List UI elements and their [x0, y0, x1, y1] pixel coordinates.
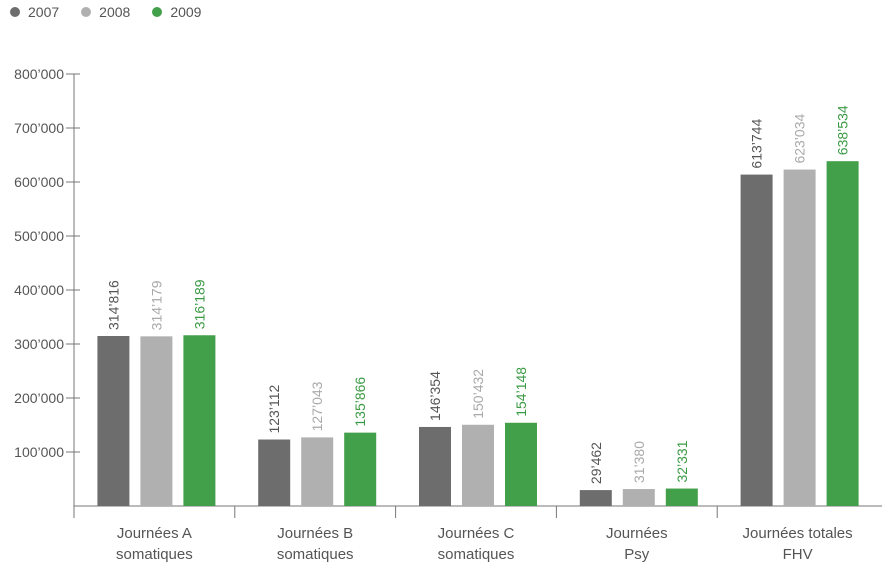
bar-value-label: 146’354	[427, 371, 443, 421]
bar-value-label: 29’462	[588, 442, 604, 484]
bar	[826, 161, 859, 506]
bar-value-label: 314’179	[148, 280, 164, 330]
x-category-label: Journées	[606, 525, 668, 542]
y-tick-label: 800’000	[14, 66, 64, 82]
x-category-label: somatiques	[116, 546, 193, 563]
bar	[462, 424, 494, 506]
bar	[622, 489, 655, 506]
bar	[579, 490, 612, 506]
y-tick-label: 500’000	[14, 228, 64, 244]
x-category-label: Journées B	[277, 525, 353, 542]
bar	[344, 432, 377, 506]
bar	[140, 336, 173, 506]
x-category-label: Journées totales	[743, 525, 853, 542]
y-tick-label: 400’000	[14, 282, 64, 298]
bar-value-label: 135’866	[352, 377, 368, 427]
x-category-label: Journées C	[438, 525, 515, 542]
legend-label-2008: 2008	[99, 4, 131, 20]
x-category-label: somatiques	[438, 546, 515, 563]
bar-value-label: 127’043	[309, 381, 325, 431]
bar-value-label: 31’380	[631, 441, 647, 483]
bar	[665, 488, 698, 506]
legend-label-2007: 2007	[28, 4, 60, 20]
legend-item-2007: 2007	[10, 4, 59, 20]
bar-value-label: 638’534	[835, 105, 851, 155]
legend-item-2008: 2008	[81, 4, 130, 20]
x-category-label: FHV	[783, 546, 813, 563]
legend: 2007 2008 2009	[10, 4, 201, 20]
x-category-label: somatiques	[277, 546, 354, 563]
bar-value-label: 613’744	[749, 119, 765, 169]
bar	[505, 422, 537, 506]
y-tick-label: 700’000	[14, 120, 64, 136]
legend-label-2009: 2009	[170, 4, 202, 20]
y-tick-label: 600’000	[14, 174, 64, 190]
bar	[97, 335, 130, 506]
bar	[419, 426, 451, 506]
bar-value-label: 314’816	[105, 280, 121, 330]
bar	[783, 169, 816, 506]
bar	[301, 437, 334, 506]
legend-swatch-2008	[81, 7, 92, 17]
bar-value-label: 154’148	[513, 367, 529, 417]
bar	[740, 174, 773, 506]
bar-value-label: 623’034	[792, 114, 808, 164]
bar	[258, 439, 291, 506]
bar-value-label: 150’432	[470, 369, 486, 419]
x-category-label: Psy	[624, 546, 650, 563]
legend-swatch-2007	[10, 7, 20, 17]
bar-value-label: 123’112	[266, 385, 282, 434]
y-tick-label: 100’000	[14, 444, 64, 460]
y-tick-label: 200’000	[14, 390, 64, 406]
bar-value-label: 32’331	[674, 440, 690, 482]
bar	[183, 335, 216, 506]
x-category-label: Journées A	[117, 525, 192, 542]
bar-value-label: 316’189	[191, 279, 207, 329]
y-tick-label: 300’000	[14, 336, 64, 352]
legend-swatch-2009	[152, 7, 163, 17]
legend-item-2009: 2009	[152, 4, 201, 20]
